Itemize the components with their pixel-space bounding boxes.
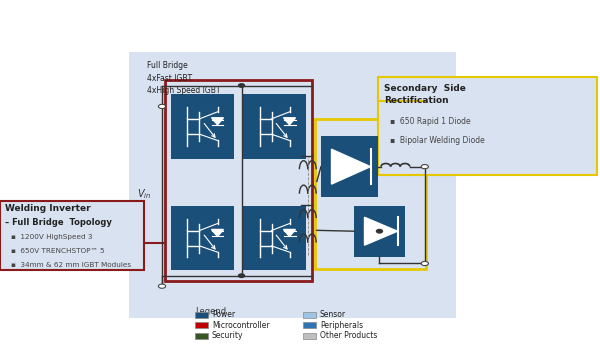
Circle shape [158,284,166,288]
FancyBboxPatch shape [243,206,306,270]
Text: Secondary  Side
Rectification: Secondary Side Rectification [384,84,466,105]
FancyBboxPatch shape [171,94,234,159]
Text: ▪  1200V HighSpeed 3: ▪ 1200V HighSpeed 3 [11,234,92,240]
Polygon shape [212,118,223,125]
Polygon shape [284,118,296,125]
Circle shape [421,261,428,266]
Circle shape [239,84,245,87]
FancyBboxPatch shape [378,77,597,174]
Text: ▪  34mm & 62 mm IGBT Modules: ▪ 34mm & 62 mm IGBT Modules [11,262,131,268]
FancyBboxPatch shape [303,312,316,318]
Text: Legend: Legend [195,307,226,316]
Polygon shape [212,230,223,237]
Text: Full Bridge
4xFast IGBT
4xHigh Speed IGBT: Full Bridge 4xFast IGBT 4xHigh Speed IGB… [147,61,221,95]
Text: – Full Bridge  Topology: – Full Bridge Topology [5,218,112,227]
Text: ▪  650 Rapid 1 Diode: ▪ 650 Rapid 1 Diode [390,117,470,126]
Circle shape [239,274,245,277]
Text: Other Products: Other Products [320,331,377,340]
Polygon shape [284,230,296,237]
Circle shape [158,104,166,109]
FancyBboxPatch shape [129,52,456,318]
FancyBboxPatch shape [303,322,316,328]
Text: Power: Power [212,310,235,319]
Circle shape [421,164,428,169]
FancyBboxPatch shape [195,312,208,318]
Text: ▪  650V TRENCHSTOP™ 5: ▪ 650V TRENCHSTOP™ 5 [11,248,104,254]
Text: Welding Inverter: Welding Inverter [5,204,91,213]
Text: Sensor: Sensor [320,310,346,319]
FancyBboxPatch shape [243,94,306,159]
Text: Security: Security [212,331,244,340]
FancyBboxPatch shape [195,322,208,328]
Text: Peripherals: Peripherals [320,321,363,330]
Text: Microcontroller: Microcontroller [212,321,269,330]
Text: $V_{in}$: $V_{in}$ [137,187,151,201]
FancyBboxPatch shape [354,206,405,257]
Polygon shape [364,217,398,245]
Polygon shape [331,149,371,184]
FancyBboxPatch shape [171,206,234,270]
FancyBboxPatch shape [303,333,316,339]
FancyBboxPatch shape [0,201,144,270]
Text: ▪  Bipolar Welding Diode: ▪ Bipolar Welding Diode [390,136,485,145]
Circle shape [377,230,383,233]
FancyBboxPatch shape [195,333,208,339]
FancyBboxPatch shape [321,136,378,197]
